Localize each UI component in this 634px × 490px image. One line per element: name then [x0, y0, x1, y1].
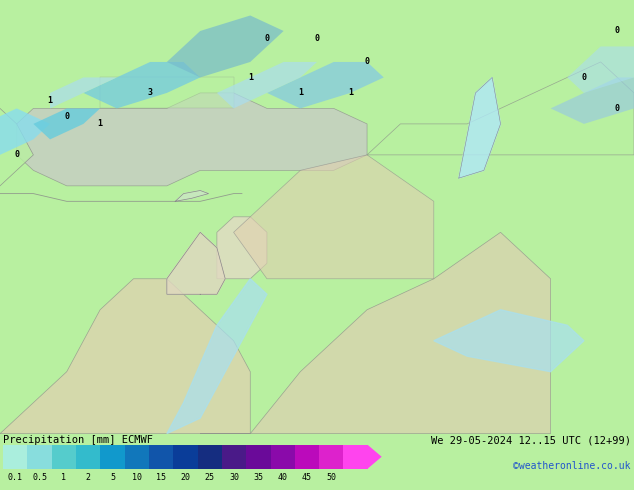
Bar [76, 445, 100, 468]
Text: 3: 3 [148, 88, 153, 98]
Polygon shape [100, 77, 233, 108]
Polygon shape [200, 232, 550, 434]
Bar [100, 445, 125, 468]
Bar [52, 445, 76, 468]
Polygon shape [550, 77, 634, 124]
Polygon shape [267, 62, 384, 108]
Polygon shape [368, 445, 382, 468]
Polygon shape [0, 108, 50, 155]
Text: 1: 1 [48, 96, 53, 105]
Text: 20: 20 [181, 473, 190, 482]
Text: 0: 0 [615, 26, 620, 35]
Polygon shape [233, 155, 434, 279]
Polygon shape [459, 77, 500, 178]
Bar [125, 445, 149, 468]
Text: 15: 15 [156, 473, 166, 482]
Text: 30: 30 [229, 473, 239, 482]
Polygon shape [84, 62, 200, 108]
Text: 25: 25 [205, 473, 215, 482]
Polygon shape [167, 279, 267, 434]
Text: 1: 1 [98, 120, 103, 128]
Bar [222, 445, 246, 468]
Polygon shape [217, 62, 317, 108]
Bar [344, 445, 368, 468]
Polygon shape [217, 217, 267, 279]
Bar [3, 445, 27, 468]
Text: Precipitation [mm] ECMWF: Precipitation [mm] ECMWF [3, 435, 153, 445]
Text: ©weatheronline.co.uk: ©weatheronline.co.uk [514, 461, 631, 471]
Text: 0.5: 0.5 [32, 473, 47, 482]
Polygon shape [16, 93, 367, 186]
Polygon shape [0, 279, 250, 434]
Bar [319, 445, 344, 468]
Text: 0: 0 [264, 34, 269, 43]
Text: 10: 10 [132, 473, 142, 482]
Polygon shape [367, 62, 634, 155]
Text: 0: 0 [314, 34, 320, 43]
Polygon shape [50, 77, 117, 108]
Text: 1: 1 [61, 473, 67, 482]
Bar [149, 445, 173, 468]
Text: 1: 1 [298, 88, 303, 98]
Text: 0: 0 [64, 112, 69, 121]
Text: 50: 50 [327, 473, 336, 482]
Text: 45: 45 [302, 473, 312, 482]
Text: 0: 0 [365, 57, 370, 67]
Text: 2: 2 [86, 473, 91, 482]
Polygon shape [434, 310, 584, 372]
Polygon shape [167, 232, 225, 294]
Polygon shape [175, 191, 209, 201]
Text: 0.1: 0.1 [8, 473, 23, 482]
Text: 1: 1 [248, 73, 253, 82]
Bar [295, 445, 319, 468]
Text: 0: 0 [14, 150, 19, 159]
Text: 0: 0 [581, 73, 586, 82]
Polygon shape [167, 16, 283, 77]
Polygon shape [567, 47, 634, 93]
Bar [271, 445, 295, 468]
Text: 5: 5 [110, 473, 115, 482]
Text: 1: 1 [348, 88, 353, 98]
Bar [246, 445, 271, 468]
Text: 40: 40 [278, 473, 288, 482]
Bar [27, 445, 52, 468]
Text: We 29-05-2024 12..15 UTC (12+99): We 29-05-2024 12..15 UTC (12+99) [431, 435, 631, 445]
Polygon shape [34, 108, 100, 139]
Bar [173, 445, 198, 468]
Text: 0: 0 [615, 104, 620, 113]
Text: 35: 35 [254, 473, 263, 482]
Polygon shape [0, 108, 34, 186]
Bar [198, 445, 222, 468]
